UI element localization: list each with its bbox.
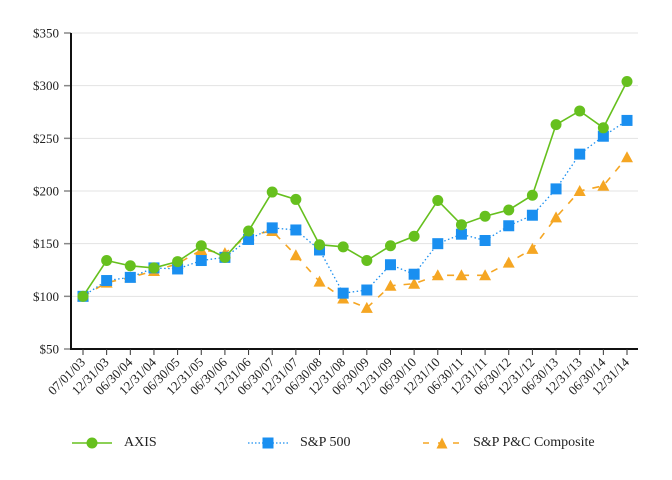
y-tick-label: $200 — [33, 184, 59, 199]
data-point-axis — [124, 260, 136, 272]
data-point-s-p-500 — [621, 114, 633, 126]
series-axis — [77, 75, 633, 302]
data-point-s-p-500 — [243, 233, 255, 245]
data-point-axis — [432, 194, 444, 206]
data-point-s-p-500 — [384, 259, 396, 271]
data-point-s-p-500 — [503, 220, 515, 232]
data-point-s-p-500 — [290, 224, 302, 236]
data-point-axis — [337, 241, 349, 253]
x-axis: 07/01/0312/31/0306/30/0412/31/0406/30/05… — [45, 348, 638, 398]
legend-label-sp500: S&P 500 — [300, 435, 351, 450]
data-point-s-p-500 — [101, 275, 113, 287]
data-point-axis — [597, 122, 609, 134]
legend-label-axis: AXIS — [124, 435, 157, 450]
data-point-s-p-p-c-composite — [526, 242, 539, 254]
series-line-s-p-500 — [82, 119, 628, 297]
data-point-axis — [574, 105, 586, 117]
data-point-axis — [266, 186, 278, 198]
legend-item-axis: AXIS — [70, 432, 157, 454]
y-tick-label: $350 — [33, 26, 59, 41]
data-point-s-p-p-c-composite — [408, 277, 421, 289]
legend-item-sp500: S&P 500 — [246, 432, 350, 454]
data-point-s-p-p-c-composite — [502, 256, 515, 268]
y-tick-label: $250 — [33, 131, 59, 146]
data-point-axis — [384, 240, 396, 252]
data-point-axis — [195, 240, 207, 252]
data-point-axis — [148, 262, 160, 274]
y-tick-label: $300 — [33, 78, 59, 93]
data-point-s-p-500 — [172, 263, 184, 275]
data-point-s-p-p-c-composite — [289, 249, 302, 261]
data-point-axis — [101, 255, 113, 267]
y-tick-label: $50 — [40, 342, 60, 357]
data-point-s-p-p-c-composite — [621, 151, 633, 163]
data-point-axis — [361, 255, 373, 267]
data-point-s-p-500 — [195, 255, 207, 267]
series-line-s-p-p-c-composite — [82, 156, 628, 309]
data-point-s-p-p-c-composite — [384, 279, 397, 291]
legend-axis-symbol-icon — [72, 437, 112, 449]
data-point-s-p-p-c-composite — [573, 185, 586, 196]
series-s-p-p-c-composite — [77, 151, 633, 313]
data-point-s-p-500 — [597, 130, 609, 142]
data-point-axis — [455, 219, 467, 231]
legend-sp500-symbol-icon — [248, 437, 288, 449]
gridlines — [71, 32, 638, 297]
data-point-s-p-p-c-composite — [597, 179, 610, 191]
data-point-axis — [243, 225, 255, 237]
data-point-s-p-500 — [124, 271, 136, 283]
data-point-axis — [479, 210, 491, 222]
y-axis: $50 $100 $150 $200 $250 $300 $350 — [33, 26, 72, 357]
legend-pc-symbol-icon — [423, 437, 461, 449]
data-point-axis — [503, 204, 515, 216]
data-point-s-p-p-c-composite — [479, 269, 492, 281]
data-point-s-p-p-c-composite — [431, 269, 444, 281]
data-point-axis — [526, 189, 538, 201]
data-point-s-p-500 — [266, 222, 278, 234]
y-tick-label: $150 — [33, 236, 59, 251]
legend-item-pc-composite: S&P P&C Composite — [421, 432, 595, 454]
data-point-axis — [314, 239, 326, 251]
series-group — [77, 75, 633, 313]
data-point-s-p-500 — [337, 287, 349, 299]
data-point-axis — [172, 256, 184, 268]
data-point-s-p-p-c-composite — [550, 211, 563, 223]
data-point-s-p-500 — [361, 284, 373, 296]
data-point-axis — [77, 290, 89, 302]
data-point-s-p-500 — [479, 235, 491, 247]
data-point-s-p-500 — [550, 183, 562, 195]
data-point-s-p-p-c-composite — [313, 275, 326, 287]
data-point-s-p-500 — [455, 228, 467, 240]
data-point-s-p-500 — [526, 209, 538, 221]
data-point-axis — [408, 230, 420, 242]
data-point-axis — [290, 193, 302, 205]
data-point-s-p-p-c-composite — [360, 301, 373, 313]
data-point-axis — [621, 75, 633, 87]
data-point-axis — [219, 251, 231, 263]
data-point-s-p-p-c-composite — [455, 269, 468, 281]
data-point-s-p-500 — [432, 238, 444, 250]
data-point-s-p-500 — [574, 148, 586, 160]
data-point-axis — [550, 119, 562, 131]
legend-label-pc-composite: S&P P&C Composite — [473, 435, 595, 450]
data-point-s-p-500 — [408, 268, 420, 280]
series-line-axis — [82, 81, 628, 297]
y-tick-label: $100 — [33, 289, 59, 304]
